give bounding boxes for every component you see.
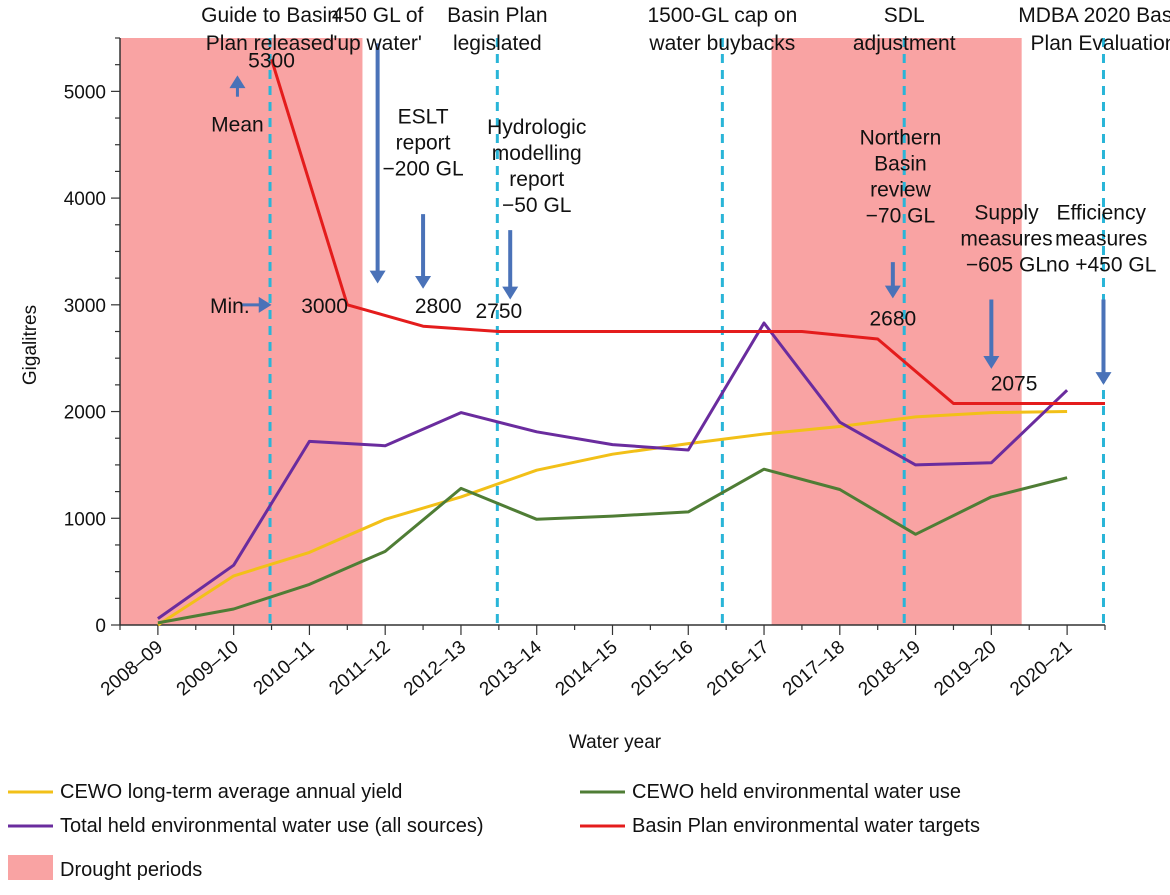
legend: CEWO long-term average annual yield CEWO … <box>8 781 980 881</box>
series-line-1 <box>157 410 1068 627</box>
annotation-label: −70 GL <box>866 205 935 228</box>
event-label: Basin Plan <box>447 4 547 27</box>
y-tick-label: 4000 <box>64 189 106 210</box>
legend-label: CEWO long-term average annual yield <box>60 781 402 803</box>
series-layer <box>157 58 1105 627</box>
drought-period-1 <box>120 38 363 625</box>
x-tick-label: 2018–19 <box>855 637 925 701</box>
annotations-layer: 5300 3000 2800 2750 2680 2075 ESLT report −200 G… <box>210 43 1156 396</box>
annotation-label: Supply <box>974 201 1039 224</box>
annotation-arrowhead-6 <box>369 270 386 284</box>
mean-label: Mean <box>211 113 264 136</box>
annotation-arrowhead-5 <box>1095 372 1112 385</box>
annotation-label: review <box>870 179 932 202</box>
x-tick-label: 2011–12 <box>325 637 394 700</box>
annotation-label: Efficiency <box>1056 201 1146 224</box>
event-label: MDBA 2020 Basin <box>1018 4 1170 27</box>
legend-swatch-drought <box>8 855 53 880</box>
annotation-arrowhead-3 <box>884 285 901 299</box>
annotation-label: −50 GL <box>502 194 571 217</box>
target-value-label: 2680 <box>869 308 916 331</box>
event-label: Plan Evaluation <box>1031 32 1170 55</box>
target-value-label: 3000 <box>301 295 348 318</box>
min-arrowhead <box>258 296 272 313</box>
drought-periods-layer <box>120 38 1022 625</box>
annotation-label: ESLT <box>398 105 449 128</box>
series-line-3 <box>157 321 1069 620</box>
x-tick-label: 2019–20 <box>930 637 1000 701</box>
x-tick-label: 2020–21 <box>1006 637 1076 701</box>
annotation-arrowhead-4 <box>983 356 1000 369</box>
target-value-label: 2750 <box>475 300 522 323</box>
mean-arrowhead <box>229 75 246 89</box>
legend-label: Total held environmental water use (all … <box>60 815 484 837</box>
annotation-label: measures <box>960 227 1052 250</box>
y-axis-title: Gigalitres <box>20 305 41 385</box>
legend-label: CEWO held environmental water use <box>632 781 961 803</box>
legend-label: Drought periods <box>60 859 202 881</box>
x-tick-label: 2015–16 <box>627 637 697 701</box>
event-label: SDL <box>884 4 925 27</box>
y-tick-label: 0 <box>95 616 106 637</box>
event-labels-layer: Guide to Basin Plan released Basin Plan leg… <box>201 4 1170 55</box>
annotation-label: −605 GL <box>966 253 1047 276</box>
annotation-arrowhead-2 <box>502 286 519 300</box>
y-tick-label: 3000 <box>64 296 106 317</box>
x-tick-label: 2009–10 <box>173 637 243 701</box>
target-value-label: 2075 <box>991 373 1038 396</box>
min-label: Min. <box>210 295 250 318</box>
x-tick-label: 2010–11 <box>250 637 319 700</box>
x-tick-label: 2016–17 <box>703 637 773 701</box>
annotation-label: Northern <box>860 127 942 150</box>
event-label: legislated <box>453 32 542 55</box>
y-tick-label: 2000 <box>64 403 106 424</box>
annotation-label: report <box>509 168 564 191</box>
event-label: 1500-GL cap on <box>647 4 797 27</box>
target-value-label: 2800 <box>415 295 462 318</box>
legend-label: Basin Plan environmental water targets <box>632 815 980 837</box>
annotation-label: no +450 GL <box>1046 253 1156 276</box>
x-tick-label: 2013–14 <box>476 636 546 700</box>
event-label: 450 GL of <box>332 4 424 27</box>
event-label: 'up water' <box>333 32 422 55</box>
annotation-label: Basin <box>874 153 927 176</box>
y-tick-label: 1000 <box>64 509 106 530</box>
event-label: Plan released <box>206 32 334 55</box>
x-tick-label: 2014–15 <box>552 637 622 701</box>
x-tick-label: 2017–18 <box>779 637 849 701</box>
event-label: Guide to Basin <box>201 4 339 27</box>
event-label: adjustment <box>853 32 956 55</box>
annotation-label: Hydrologic <box>487 116 586 139</box>
x-tick-label: 2008–09 <box>97 637 167 701</box>
target-value-label: 5300 <box>248 49 295 72</box>
x-tick-label: 2012–13 <box>400 637 470 701</box>
series-line-4 <box>270 58 1105 405</box>
annotation-label: measures <box>1055 227 1147 250</box>
x-axis-title: Water year <box>569 732 662 753</box>
series-line-2 <box>157 467 1068 625</box>
annotation-label: modelling <box>492 142 582 165</box>
event-label: water buybacks <box>648 32 795 55</box>
y-tick-label: 5000 <box>64 82 106 103</box>
annotation-label: −200 GL <box>382 157 463 180</box>
annotation-arrowhead-1 <box>415 276 432 289</box>
annotation-label: report <box>396 131 451 154</box>
